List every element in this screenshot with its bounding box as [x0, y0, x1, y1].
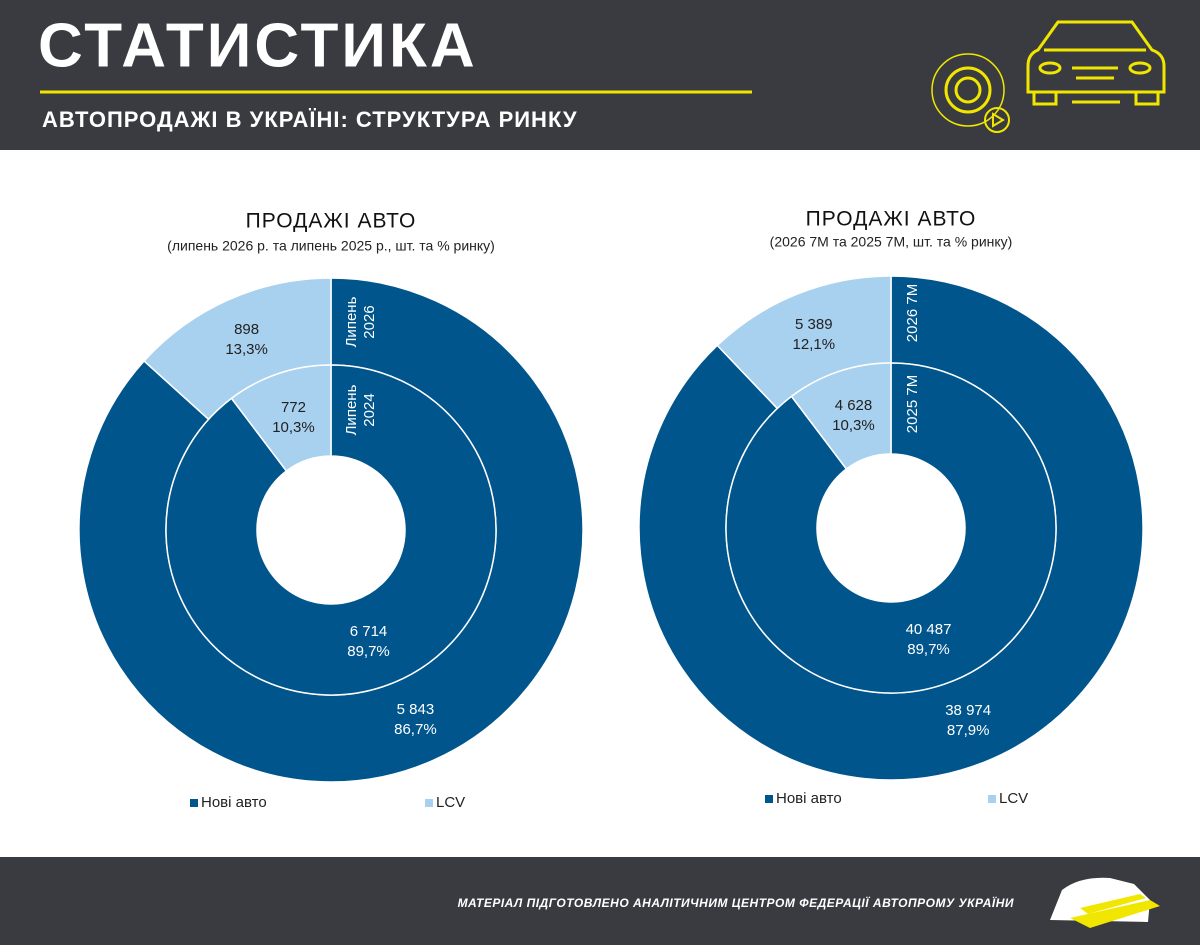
legend-label: Нові авто — [776, 790, 842, 807]
donut-slice — [725, 362, 1057, 694]
share-label: 89,7% — [907, 641, 950, 658]
ring-label: Липень2024 — [343, 384, 378, 435]
share-label: 10,3% — [832, 417, 875, 434]
legend-swatch — [765, 795, 773, 803]
donut-slice — [230, 364, 332, 473]
chart-subtitle: (липень 2026 р. та липень 2025 р., шт. т… — [167, 238, 495, 254]
value-label: 40 487 — [906, 621, 952, 638]
footer-logo — [1050, 877, 1160, 928]
footer-text: МАТЕРІАЛ ПІДГОТОВЛЕНО АНАЛІТИЧНИМ ЦЕНТРО… — [458, 895, 1014, 910]
value-label: 6 714 — [350, 623, 388, 640]
share-label: 87,9% — [947, 722, 990, 739]
value-label: 38 974 — [945, 702, 991, 719]
header-icon — [931, 20, 1166, 133]
legend-swatch — [988, 795, 996, 803]
legend-label: Нові авто — [201, 794, 267, 811]
legend-swatch — [190, 799, 198, 807]
value-label: 898 — [234, 321, 259, 338]
ring-label: Липень2026 — [343, 296, 378, 347]
value-label: 4 628 — [835, 397, 873, 414]
share-label: 13,3% — [225, 341, 268, 358]
header-title: СТАТИСТИКА — [38, 11, 478, 80]
share-label: 12,1% — [793, 336, 836, 353]
chart-title: ПРОДАЖІ АВТО — [246, 210, 417, 233]
legend-swatch — [425, 799, 433, 807]
value-label: 5 389 — [795, 316, 833, 333]
header-subtitle: АВТОПРОДАЖІ В УКРАЇНІ: СТРУКТУРА РИНКУ — [42, 107, 578, 132]
value-label: 772 — [281, 399, 306, 416]
legend-label: LCV — [436, 794, 465, 811]
value-label: 5 843 — [397, 701, 435, 718]
share-label: 86,7% — [394, 721, 437, 738]
footer-bg — [0, 857, 1200, 945]
share-label: 89,7% — [347, 643, 390, 660]
share-label: 10,3% — [272, 419, 315, 436]
legend-label: LCV — [999, 790, 1028, 807]
ring-label: 2026 7M — [904, 284, 921, 342]
ring-label: 2025 7M — [904, 375, 921, 433]
donut-slice — [165, 364, 497, 696]
chart-title: ПРОДАЖІ АВТО — [806, 208, 977, 231]
chart-subtitle: (2026 7М та 2025 7М, шт. та % ринку) — [770, 234, 1013, 250]
donut-slice — [790, 362, 892, 471]
header-bg — [0, 0, 1200, 150]
